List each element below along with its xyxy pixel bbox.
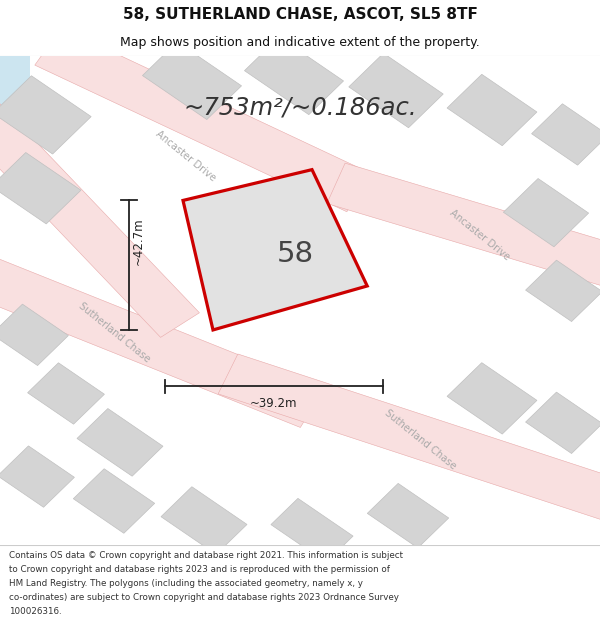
Text: Map shows position and indicative extent of the property.: Map shows position and indicative extent… bbox=[120, 36, 480, 49]
Polygon shape bbox=[161, 487, 247, 554]
Polygon shape bbox=[0, 304, 68, 366]
Polygon shape bbox=[271, 498, 353, 562]
Polygon shape bbox=[142, 42, 242, 119]
Polygon shape bbox=[218, 354, 600, 526]
Polygon shape bbox=[0, 252, 323, 428]
Polygon shape bbox=[0, 76, 91, 154]
Polygon shape bbox=[0, 446, 74, 508]
Text: Ancaster Drive: Ancaster Drive bbox=[154, 129, 218, 184]
Polygon shape bbox=[0, 152, 81, 224]
Polygon shape bbox=[526, 260, 600, 321]
Polygon shape bbox=[349, 53, 443, 128]
Text: HM Land Registry. The polygons (including the associated geometry, namely x, y: HM Land Registry. The polygons (includin… bbox=[9, 579, 363, 587]
Polygon shape bbox=[73, 469, 155, 533]
Polygon shape bbox=[244, 37, 344, 114]
Text: 58: 58 bbox=[277, 240, 314, 268]
Text: Sutherland Chase: Sutherland Chase bbox=[76, 301, 152, 364]
Polygon shape bbox=[0, 56, 30, 115]
Polygon shape bbox=[0, 93, 199, 338]
Polygon shape bbox=[367, 483, 449, 548]
Polygon shape bbox=[532, 104, 600, 165]
Text: Sutherland Chase: Sutherland Chase bbox=[382, 408, 458, 472]
Polygon shape bbox=[447, 74, 537, 146]
Text: ~753m²/~0.186ac.: ~753m²/~0.186ac. bbox=[183, 96, 417, 119]
Polygon shape bbox=[327, 163, 600, 291]
Text: ~39.2m: ~39.2m bbox=[250, 397, 298, 410]
Polygon shape bbox=[77, 409, 163, 476]
Text: 100026316.: 100026316. bbox=[9, 607, 62, 616]
Polygon shape bbox=[183, 169, 367, 330]
Text: co-ordinates) are subject to Crown copyright and database rights 2023 Ordnance S: co-ordinates) are subject to Crown copyr… bbox=[9, 592, 399, 602]
Text: 58, SUTHERLAND CHASE, ASCOT, SL5 8TF: 58, SUTHERLAND CHASE, ASCOT, SL5 8TF bbox=[122, 6, 478, 21]
Text: ~42.7m: ~42.7m bbox=[132, 217, 145, 265]
Polygon shape bbox=[28, 362, 104, 424]
Text: Ancaster Drive: Ancaster Drive bbox=[448, 208, 512, 262]
Polygon shape bbox=[526, 392, 600, 454]
Text: to Crown copyright and database rights 2023 and is reproduced with the permissio: to Crown copyright and database rights 2… bbox=[9, 564, 390, 574]
Text: Contains OS data © Crown copyright and database right 2021. This information is : Contains OS data © Crown copyright and d… bbox=[9, 551, 403, 559]
Polygon shape bbox=[35, 28, 373, 212]
Polygon shape bbox=[503, 179, 589, 247]
Polygon shape bbox=[447, 362, 537, 434]
